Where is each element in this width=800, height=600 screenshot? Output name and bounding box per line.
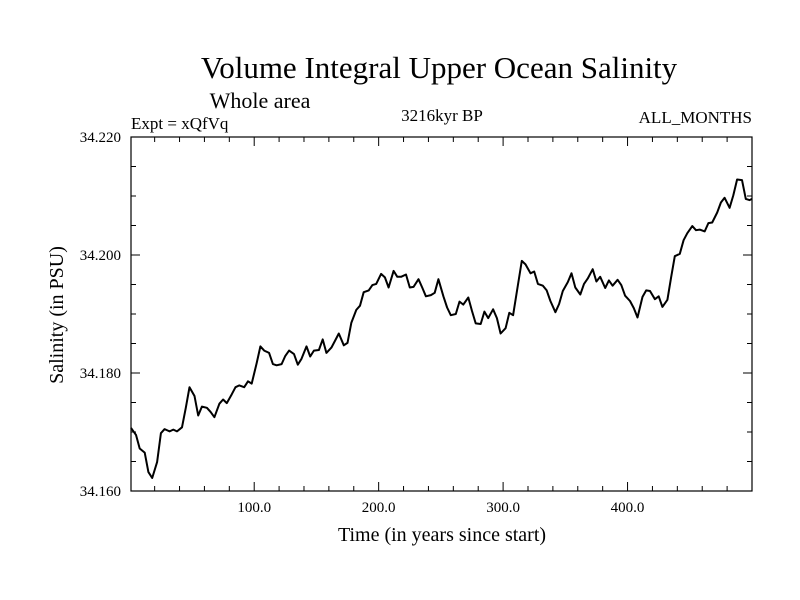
x-tick-label: 200.0 <box>362 500 396 516</box>
x-axis-tick-labels: 100.0 200.0 300.0 400.0 <box>237 500 644 516</box>
x-axis-label: Time (in years since start) <box>338 524 546 546</box>
x-axis-ticks <box>154 137 728 491</box>
chart-subtitle: Whole area <box>210 88 311 113</box>
y-axis-ticks <box>131 166 752 462</box>
x-tick-label: 400.0 <box>611 500 645 516</box>
x-tick-label: 100.0 <box>237 500 271 516</box>
y-axis-label: Salinity (in PSU) <box>46 246 68 384</box>
y-tick-label: 34.220 <box>80 130 121 146</box>
y-tick-label: 34.160 <box>80 484 121 500</box>
x-tick-label: 300.0 <box>486 500 520 516</box>
months-label: ALL_MONTHS <box>639 108 752 127</box>
plot-frame <box>130 136 753 492</box>
salinity-series-line <box>130 178 753 479</box>
experiment-label: Expt = xQfVq <box>131 114 229 133</box>
y-tick-label: 34.200 <box>80 248 121 264</box>
y-axis-tick-labels: 34.160 34.180 34.200 34.220 <box>80 130 121 500</box>
chart-title: Volume Integral Upper Ocean Salinity <box>201 50 678 85</box>
y-tick-label: 34.180 <box>80 366 121 382</box>
period-label: 3216kyr BP <box>401 106 483 125</box>
